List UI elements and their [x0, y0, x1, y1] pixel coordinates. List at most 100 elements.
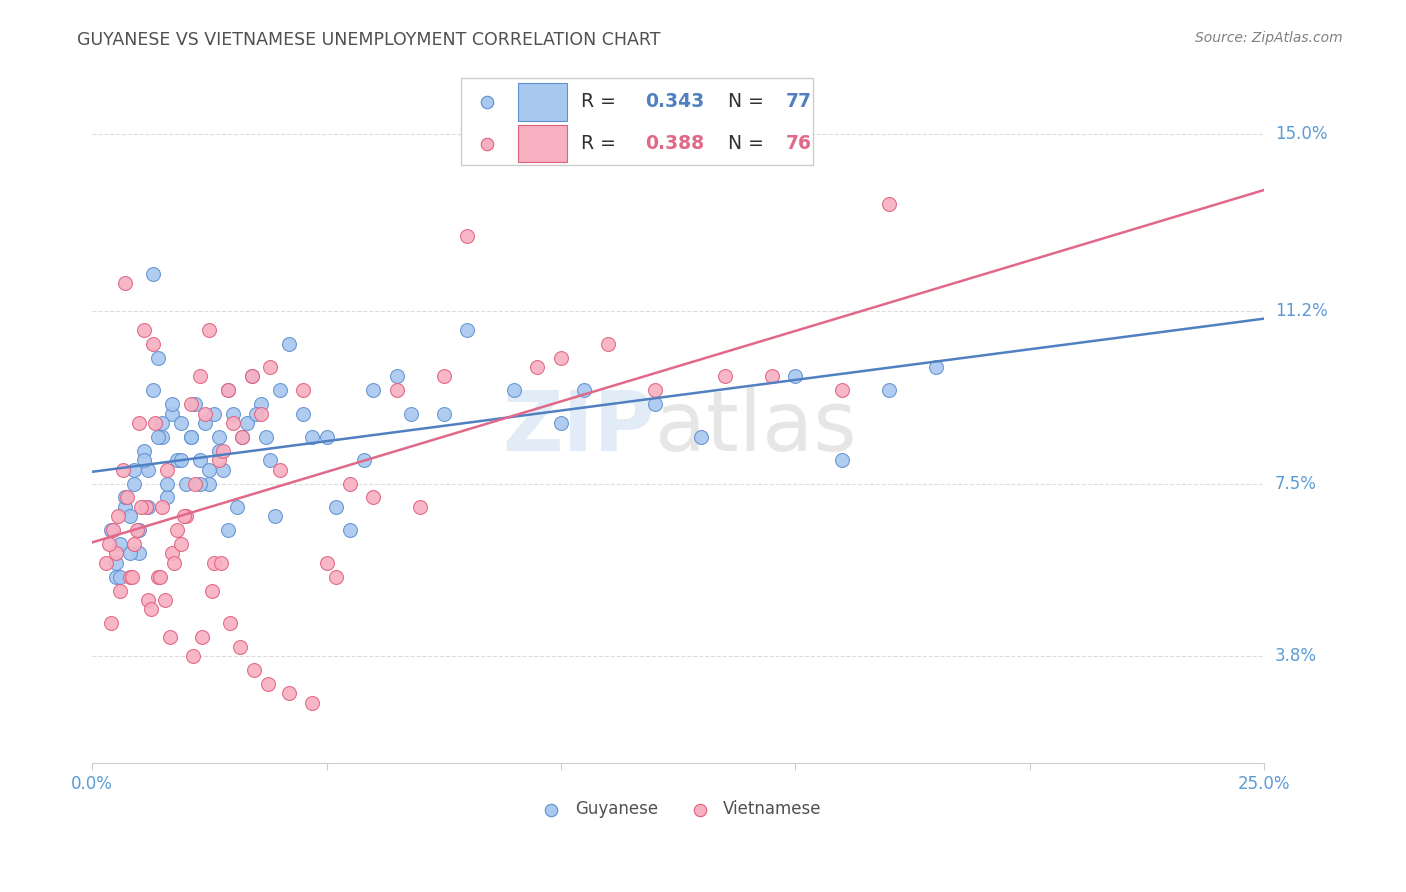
Text: R =: R =	[581, 134, 621, 153]
Point	[152, 430, 174, 444]
Point	[690, 430, 713, 444]
Point	[180, 397, 202, 411]
Point	[170, 453, 193, 467]
Point	[269, 462, 291, 476]
Text: Source: ZipAtlas.com: Source: ZipAtlas.com	[1195, 31, 1343, 45]
Point	[159, 630, 181, 644]
Point	[103, 523, 125, 537]
Point	[217, 384, 239, 398]
Point	[231, 430, 253, 444]
Point	[180, 430, 202, 444]
Point	[188, 453, 211, 467]
Point	[409, 500, 432, 514]
Point	[110, 583, 132, 598]
Point	[152, 416, 174, 430]
Text: N =: N =	[716, 92, 769, 112]
Point	[111, 462, 134, 476]
Point	[644, 384, 666, 398]
Point	[550, 351, 572, 365]
Point	[456, 229, 478, 244]
Point	[212, 443, 235, 458]
Point	[97, 537, 120, 551]
Point	[339, 476, 361, 491]
Point	[714, 369, 737, 384]
Point	[146, 430, 169, 444]
Point	[152, 500, 174, 514]
Point	[433, 369, 456, 384]
FancyBboxPatch shape	[517, 125, 567, 162]
Point	[292, 407, 315, 421]
Point	[117, 491, 139, 505]
Point	[208, 453, 231, 467]
Point	[433, 407, 456, 421]
Point	[188, 369, 211, 384]
Point	[184, 397, 207, 411]
Point	[160, 407, 183, 421]
Text: 77: 77	[786, 92, 811, 112]
Point	[118, 546, 141, 560]
Text: 7.5%: 7.5%	[1275, 475, 1317, 492]
Point	[174, 476, 197, 491]
Point	[217, 523, 239, 537]
Text: 76: 76	[786, 134, 811, 153]
Point	[325, 570, 347, 584]
Point	[292, 384, 315, 398]
Point	[194, 416, 217, 430]
Point	[831, 384, 853, 398]
Point	[278, 686, 301, 700]
Point	[231, 430, 253, 444]
Point	[785, 369, 807, 384]
Text: R =: R =	[581, 92, 621, 112]
Point	[149, 570, 172, 584]
Point	[96, 556, 118, 570]
Point	[104, 570, 127, 584]
Point	[526, 359, 548, 374]
Point	[761, 369, 783, 384]
Point	[385, 369, 408, 384]
Point	[132, 323, 155, 337]
FancyBboxPatch shape	[517, 83, 567, 120]
Point	[596, 336, 619, 351]
Point	[301, 430, 323, 444]
Point	[181, 648, 204, 663]
Point	[245, 407, 267, 421]
Point	[877, 197, 900, 211]
Point	[153, 593, 176, 607]
Point	[315, 430, 337, 444]
Text: 15.0%: 15.0%	[1275, 125, 1327, 143]
Point	[118, 570, 141, 584]
Point	[188, 476, 211, 491]
Point	[456, 323, 478, 337]
Point	[142, 384, 165, 398]
Point	[146, 351, 169, 365]
Point	[385, 384, 408, 398]
Text: 11.2%: 11.2%	[1275, 302, 1327, 320]
Point	[217, 384, 239, 398]
Point	[202, 556, 225, 570]
Text: GUYANESE VS VIETNAMESE UNEMPLOYMENT CORRELATION CHART: GUYANESE VS VIETNAMESE UNEMPLOYMENT CORR…	[77, 31, 661, 49]
Point	[104, 556, 127, 570]
Point	[128, 416, 150, 430]
Point	[170, 416, 193, 430]
Point	[138, 500, 160, 514]
Point	[222, 416, 245, 430]
Point	[118, 509, 141, 524]
Point	[138, 593, 160, 607]
Point	[254, 430, 277, 444]
Point	[173, 509, 195, 524]
Point	[198, 476, 221, 491]
Point	[104, 546, 127, 560]
Point	[236, 416, 259, 430]
Point	[208, 443, 231, 458]
Point	[198, 462, 221, 476]
Point	[110, 537, 132, 551]
Point	[146, 570, 169, 584]
Point	[145, 416, 167, 430]
Point	[128, 523, 150, 537]
Text: 0.388: 0.388	[645, 134, 704, 153]
Point	[114, 491, 136, 505]
Point	[353, 453, 375, 467]
Point	[644, 397, 666, 411]
Point	[243, 663, 266, 677]
Point	[114, 500, 136, 514]
